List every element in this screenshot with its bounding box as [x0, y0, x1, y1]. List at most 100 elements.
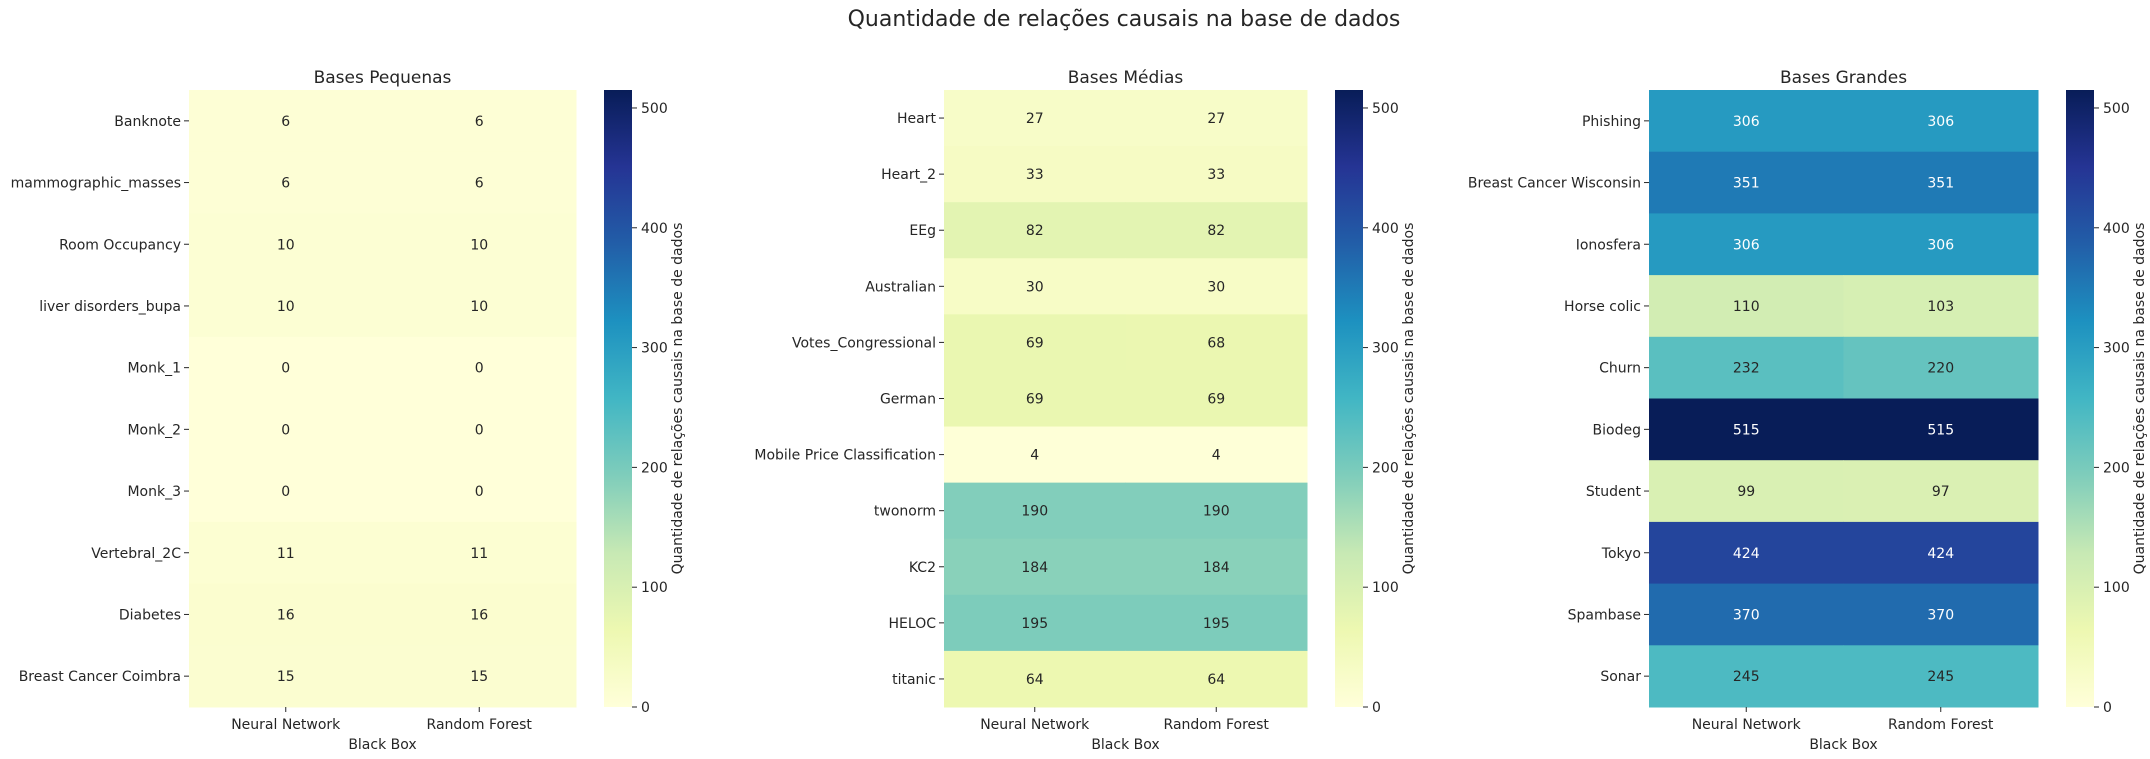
cell-value-label: 69 [1207, 392, 1225, 408]
heatmap-cell [944, 426, 1126, 484]
heatmap-cell [189, 90, 383, 153]
y-tick-label: German [880, 392, 936, 408]
cell-value-label: 184 [1203, 560, 1230, 576]
cell-value-label: 30 [1026, 279, 1044, 295]
heatmap-cell [382, 213, 577, 276]
heatmap-cell [1649, 645, 1844, 708]
colorbar-tick-label: 500 [1372, 101, 1399, 117]
cell-value-label: 11 [277, 546, 295, 562]
colorbar-tick-label: 400 [641, 221, 668, 237]
heatmap-panel-bases-m-dias: 27 27 33 33 82 82 30 30 69 68 69 69 4 4 190 190 184 184 19… [754, 68, 1417, 753]
heatmap-cell [1843, 583, 2039, 646]
y-tick-label: KC2 [909, 560, 936, 576]
panel-title: Bases Médias [1068, 68, 1184, 88]
cell-value-label: 220 [1927, 361, 1954, 377]
heatmap-cell [189, 275, 383, 338]
cell-value-label: 245 [1733, 669, 1760, 685]
cell-value-label: 195 [1203, 616, 1230, 632]
heatmap-cell [1125, 146, 1308, 203]
colorbar-tick-label: 0 [2103, 700, 2112, 716]
y-tick-label: Room Occupancy [59, 237, 181, 253]
heatmap-cell [944, 314, 1126, 371]
colorbar-tick-label: 500 [2103, 101, 2130, 117]
colorbar-tick-label: 0 [1372, 700, 1381, 716]
cell-value-label: 82 [1026, 223, 1044, 239]
cell-value-label: 232 [1733, 361, 1760, 377]
heatmap-cell [1843, 275, 2039, 338]
heatmap-cell [944, 202, 1126, 259]
heatmap-cell [382, 275, 577, 338]
x-tick-label: Neural Network [1692, 717, 1802, 733]
heatmap-cell [1125, 650, 1308, 708]
cell-value-label: 195 [1021, 616, 1048, 632]
colorbar-gradient [604, 90, 632, 707]
heatmap-cell [1843, 151, 2039, 214]
cell-value-label: 33 [1026, 167, 1044, 183]
colorbar-tick-label: 300 [641, 341, 668, 357]
colorbar-label: Quantidade de relações causais na base d… [670, 223, 686, 575]
panel-title: Bases Pequenas [314, 68, 452, 88]
y-tick-label: Banknote [114, 114, 181, 130]
x-axis-label: Black Box [1091, 737, 1159, 753]
y-tick-label: Monk_3 [127, 484, 181, 500]
cell-value-label: 0 [281, 484, 290, 500]
cell-value-label: 69 [1026, 335, 1044, 351]
y-tick-label: Australian [865, 279, 936, 295]
cell-value-label: 11 [470, 546, 488, 562]
heatmap-cell [1125, 258, 1308, 315]
x-tick-label: Neural Network [980, 717, 1090, 733]
heatmap-cell [1649, 275, 1844, 338]
heatmap-cell [382, 460, 577, 523]
cell-value-label: 190 [1021, 504, 1048, 520]
y-tick-label: Horse colic [1564, 299, 1641, 315]
heatmap-cell [944, 146, 1126, 203]
heatmap-cell [1649, 90, 1844, 153]
cell-value-label: 82 [1207, 223, 1225, 239]
colorbar-tick-label: 200 [1372, 460, 1399, 476]
heatmap-cell [1649, 213, 1844, 276]
cell-value-label: 424 [1927, 546, 1954, 562]
cell-value-label: 68 [1207, 335, 1225, 351]
colorbar-label: Quantidade de relações causais na base d… [2132, 223, 2148, 575]
cell-value-label: 30 [1207, 279, 1225, 295]
heatmap-cell [1843, 460, 2039, 523]
cell-value-label: 0 [475, 422, 484, 438]
heatmap-cell [382, 336, 577, 399]
colorbar-tick-label: 300 [2103, 341, 2130, 357]
heatmap-cell [189, 583, 383, 646]
heatmap-cell [1125, 594, 1308, 652]
cell-value-label: 306 [1733, 237, 1760, 253]
y-tick-label: mammographic_masses [11, 176, 181, 192]
cell-value-label: 245 [1927, 669, 1954, 685]
cell-value-label: 4 [1212, 448, 1221, 464]
cell-value-label: 69 [1026, 392, 1044, 408]
cell-value-label: 515 [1927, 422, 1954, 438]
cell-value-label: 6 [475, 114, 484, 130]
heatmap-cell [189, 521, 383, 585]
heatmap-cell [1649, 460, 1844, 523]
heatmap-cell [944, 258, 1126, 315]
cell-value-label: 0 [281, 422, 290, 438]
y-tick-label: Vertebral_2C [91, 546, 181, 562]
heatmap-cell [1125, 202, 1308, 259]
y-tick-label: Sonar [1600, 669, 1641, 685]
y-tick-label: Breast Cancer Wisconsin [1468, 176, 1641, 192]
panel-title: Bases Grandes [1780, 68, 1907, 88]
y-tick-label: Student [1586, 484, 1642, 500]
colorbar-tick-label: 400 [1372, 221, 1399, 237]
heatmap-cell [1843, 336, 2039, 399]
heatmap-cell [1125, 482, 1308, 540]
heatmap-cell [1649, 398, 1844, 461]
cell-value-label: 99 [1737, 484, 1755, 500]
heatmap-cell [1125, 538, 1308, 596]
cell-value-label: 33 [1207, 167, 1225, 183]
colorbar: 0 100 200 300 400 500 Quantidade de relações c… [1335, 90, 1417, 716]
colorbar-gradient [2066, 90, 2094, 707]
y-tick-label: Phishing [1582, 114, 1641, 130]
x-tick-label: Random Forest [1164, 717, 1270, 733]
heatmap-cell [1125, 426, 1308, 484]
cell-value-label: 10 [277, 299, 295, 315]
y-tick-label: Spambase [1568, 607, 1641, 623]
colorbar-tick-label: 200 [641, 460, 668, 476]
